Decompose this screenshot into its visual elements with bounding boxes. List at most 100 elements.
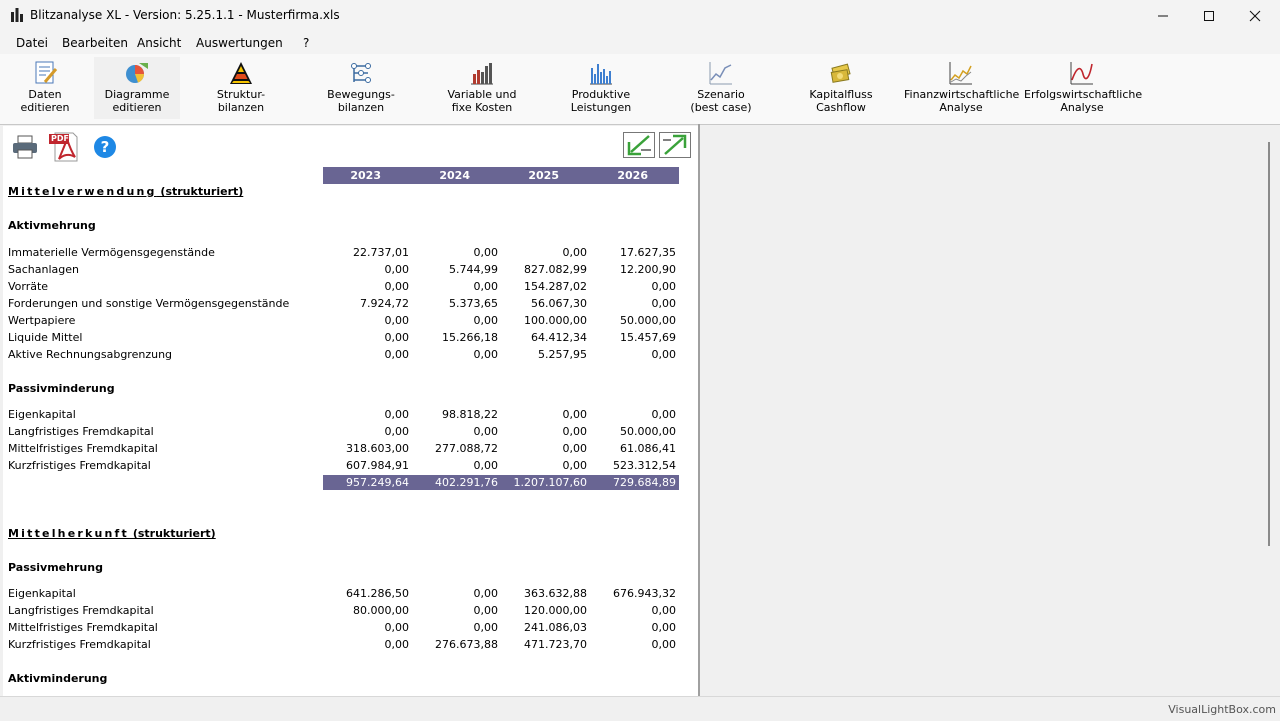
arrow-in-icon [623, 132, 655, 158]
chart-panel [700, 126, 1266, 696]
scrollbar-thumb[interactable] [1268, 142, 1270, 546]
cell-value: 0,00 [562, 408, 588, 421]
diagramme-editieren-line2: editieren [112, 101, 162, 114]
row-label: Mittelfristiges Fremdkapital [8, 621, 158, 634]
kapitalfluss-line1: Kapitalfluss [809, 88, 873, 101]
column-chart-icon [590, 64, 612, 85]
group-aktivminderung: Aktivminderung [8, 672, 108, 685]
cell-value: 0,00 [651, 280, 677, 293]
menu-auswertungen[interactable]: Auswertungen [196, 36, 283, 50]
bar-chart-icon [471, 63, 493, 85]
row-label: Liquide Mittel [8, 331, 83, 344]
diagramme-editieren-button[interactable]: Diagramme editieren [94, 57, 180, 119]
minimize-icon [1158, 15, 1168, 17]
cell-value: 56.067,30 [531, 297, 587, 310]
cell-value: 0,00 [562, 425, 588, 438]
help-label: ? [100, 138, 110, 156]
maximize-button[interactable] [1186, 0, 1232, 32]
help-button[interactable]: ? [93, 135, 117, 159]
strukturbilanzen-button[interactable]: Struktur- bilanzen [196, 57, 286, 119]
cell-value: 523.312,54 [613, 459, 676, 472]
menu-ansicht[interactable]: Ansicht [137, 36, 182, 50]
finanzwirtschaftliche-line1: Finanzwirtschaftliche [904, 88, 1020, 101]
cell-value: 363.632,88 [524, 587, 587, 600]
cell-value: 7.924,72 [360, 297, 409, 310]
variable-fixe-kosten-button[interactable]: Variable und fixe Kosten [436, 57, 528, 119]
produktive-leistungen-button[interactable]: Produktive Leistungen [556, 57, 646, 119]
diagram-icon [126, 63, 148, 83]
section-title-mittelherkunft: Mittelherkunft (strukturiert) [8, 527, 216, 540]
year-header-band [323, 167, 679, 184]
bewegungsbilanzen-line2: bilanzen [337, 101, 385, 114]
cell-value: 64.412,34 [531, 331, 587, 344]
app-icon [11, 8, 23, 22]
success-chart-icon [1070, 62, 1093, 85]
cell-value: 17.627,35 [620, 246, 676, 259]
menu-help[interactable]: ? [303, 36, 310, 50]
cell-value: 15.266,18 [442, 331, 498, 344]
total-2026: 729.684,89 [613, 476, 676, 489]
erfolgswirtschaftliche-analyse-button[interactable]: Erfolgswirtschaftliche Analyse [1024, 57, 1143, 119]
import-button[interactable] [623, 132, 655, 158]
bewegungsbilanzen-button[interactable]: Bewegungs- bilanzen [316, 57, 406, 119]
group-passivmehrung: Passivmehrung [8, 561, 103, 574]
row-label: Immaterielle Vermögensgegenstände [8, 246, 215, 259]
finanzwirtschaftliche-line2: Analyse [939, 101, 983, 114]
close-button[interactable] [1232, 0, 1278, 32]
cell-value: 0,00 [384, 408, 410, 421]
cell-value: 154.287,02 [524, 280, 587, 293]
diagramme-editieren-line1: Diagramme [104, 88, 170, 101]
cell-value: 5.257,95 [538, 348, 587, 361]
daten-editieren-line1: Daten [28, 88, 62, 101]
row-label: Langfristiges Fremdkapital [8, 604, 154, 617]
vertical-scrollbar[interactable] [1266, 126, 1278, 696]
kapitalfluss-line2: Cashflow [816, 101, 866, 114]
cell-value: 641.286,50 [346, 587, 409, 600]
cell-value: 471.723,70 [524, 638, 587, 651]
cell-value: 50.000,00 [620, 425, 676, 438]
year-2023: 2023 [350, 169, 381, 182]
menu-datei[interactable]: Datei [16, 36, 49, 50]
money-icon [830, 63, 851, 83]
print-button[interactable] [11, 134, 39, 160]
toolbar: Daten editieren Diagramme editieren Stru… [0, 54, 1280, 125]
pdf-label: PDF [51, 134, 69, 143]
cell-value: 607.984,91 [346, 459, 409, 472]
row-label: Sachanlagen [8, 263, 79, 276]
kapitalfluss-button[interactable]: Kapitalfluss Cashflow [796, 57, 886, 119]
erfolgswirtschaftliche-line2: Analyse [1060, 101, 1104, 114]
cell-value: 0,00 [562, 246, 588, 259]
strukturbilanzen-line2: bilanzen [217, 101, 265, 114]
total-2024: 402.291,76 [435, 476, 498, 489]
brand-label: VisualLightBox.com [1168, 703, 1276, 716]
finance-chart-icon [949, 62, 972, 85]
row-label: Vorräte [8, 280, 49, 293]
panel-splitter[interactable] [698, 124, 700, 696]
totals-band [323, 475, 679, 490]
cell-value: 0,00 [473, 459, 499, 472]
finanzwirtschaftliche-analyse-button[interactable]: Finanzwirtschaftliche Analyse [904, 57, 1020, 119]
cell-value: 277.088,72 [435, 442, 498, 455]
cell-value: 0,00 [651, 604, 677, 617]
row-label: Forderungen und sonstige Vermögensgegens… [8, 297, 290, 310]
flow-icon [351, 63, 371, 83]
cell-value: 0,00 [384, 314, 410, 327]
szenario-line1: Szenario [697, 88, 745, 101]
minimize-button[interactable] [1140, 0, 1186, 32]
menu-bearbeiten[interactable]: Bearbeiten [62, 36, 128, 50]
erfolgswirtschaftliche-line1: Erfolgswirtschaftliche [1024, 88, 1143, 101]
row-label: Aktive Rechnungsabgrenzung [8, 348, 173, 361]
window-title: Blitzanalyse XL - Version: 5.25.1.1 - Mu… [30, 8, 340, 22]
cell-value: 0,00 [473, 621, 499, 634]
szenario-button[interactable]: Szenario (best case) [676, 57, 766, 119]
export-button[interactable] [659, 132, 691, 158]
daten-editieren-button[interactable]: Daten editieren [2, 57, 88, 119]
group-aktivmehrung: Aktivmehrung [8, 219, 96, 232]
cell-value: 0,00 [562, 459, 588, 472]
total-2025: 1.207.107,60 [513, 476, 587, 489]
status-bar: VisualLightBox.com [0, 696, 1280, 721]
total-2023: 957.249,64 [346, 476, 409, 489]
pdf-button[interactable]: PDF [47, 131, 81, 163]
cell-value: 50.000,00 [620, 314, 676, 327]
pdf-icon [49, 132, 78, 162]
